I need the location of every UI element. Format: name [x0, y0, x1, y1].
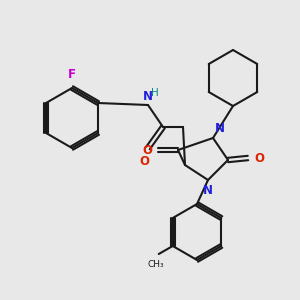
Text: O: O: [142, 143, 152, 157]
Text: N: N: [203, 184, 213, 197]
Text: CH₃: CH₃: [147, 260, 164, 269]
Text: H: H: [151, 88, 159, 98]
Text: O: O: [139, 155, 149, 168]
Text: N: N: [215, 122, 225, 135]
Text: O: O: [254, 152, 264, 164]
Text: F: F: [68, 68, 76, 81]
Text: N: N: [143, 90, 153, 103]
